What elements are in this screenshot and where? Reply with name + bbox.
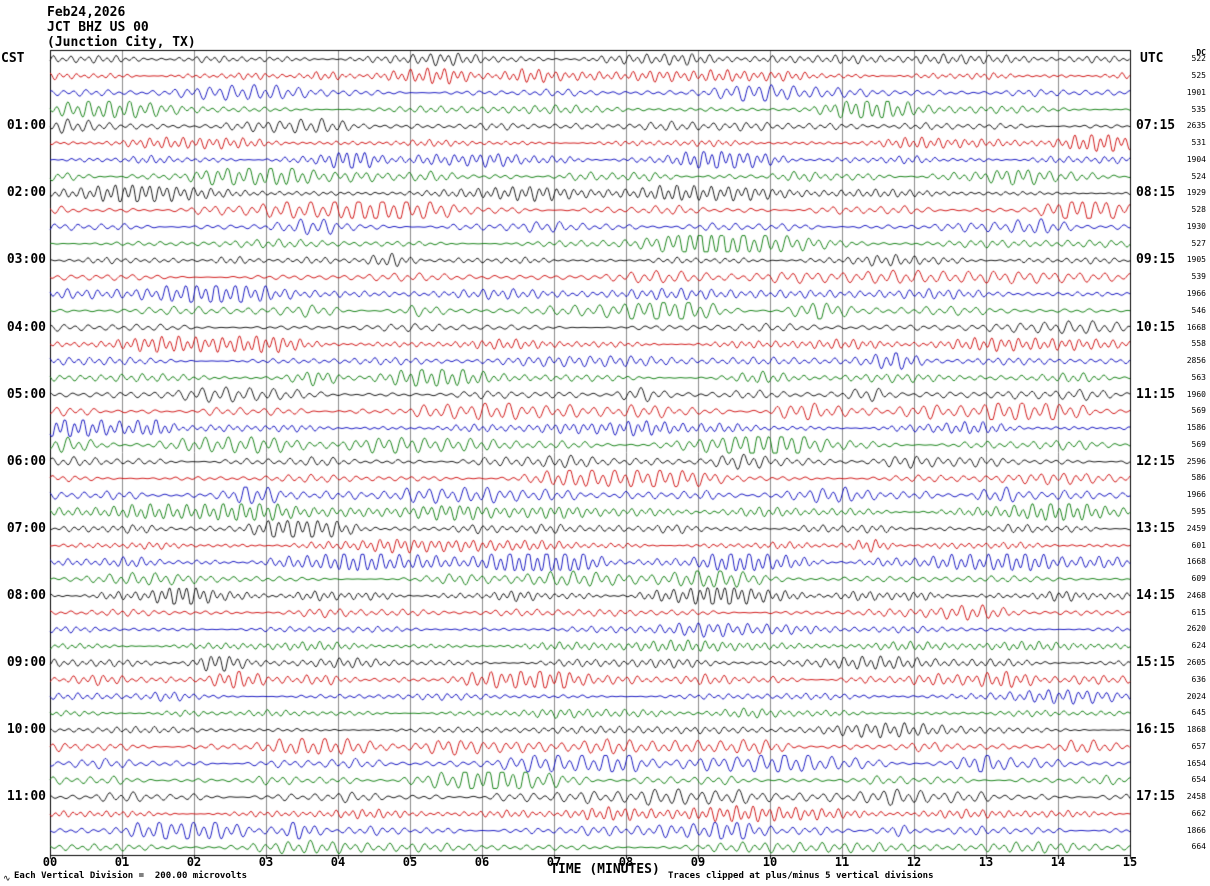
trace-dc-value: 528 xyxy=(1191,205,1206,215)
trace-dc-value: 524 xyxy=(1191,171,1206,181)
right-time-label: 16:15 xyxy=(1136,722,1176,738)
right-time-label: 15:15 xyxy=(1136,654,1176,670)
left-time-label: 01:00 xyxy=(6,118,46,134)
x-tick-label: 15 xyxy=(1122,855,1138,869)
left-time-label: 05:00 xyxy=(6,386,46,402)
left-time-label: 11:00 xyxy=(6,789,46,805)
right-time-label: 07:15 xyxy=(1136,118,1176,134)
footer-scale-note: Each Vertical Division = 200.00 microvol… xyxy=(14,871,247,881)
trace-dc-value: 645 xyxy=(1191,708,1206,718)
trace-dc-value: 664 xyxy=(1191,842,1206,852)
x-tick-label: 14 xyxy=(1050,855,1066,869)
dc-column-header: DC xyxy=(1196,48,1206,57)
trace-dc-value: 531 xyxy=(1191,138,1206,148)
x-axis-title: TIME (MINUTES) xyxy=(550,862,660,877)
x-tick-label: 02 xyxy=(186,855,202,869)
trace-dc-value: 1901 xyxy=(1186,87,1206,97)
trace-dc-value: 2468 xyxy=(1186,590,1206,600)
footer-clip-note: Traces clipped at plus/minus 5 vertical … xyxy=(668,871,934,881)
trace-dc-value: 563 xyxy=(1191,372,1206,382)
trace-dc-value: 527 xyxy=(1191,238,1206,248)
trace-dc-value: 2024 xyxy=(1186,691,1206,701)
trace-dc-value: 539 xyxy=(1191,272,1206,282)
trace-dc-value: 569 xyxy=(1191,439,1206,449)
trace-dc-value: 569 xyxy=(1191,406,1206,416)
title-place: (Junction City, TX) xyxy=(47,35,196,50)
trace-dc-value: 2856 xyxy=(1186,356,1206,366)
trace-dc-value: 558 xyxy=(1191,339,1206,349)
trace-dc-value: 1866 xyxy=(1186,825,1206,835)
left-axis-label: CST xyxy=(1,51,25,66)
title-date: Feb24,2026 xyxy=(47,5,126,20)
x-tick-label: 13 xyxy=(978,855,994,869)
left-time-label: 03:00 xyxy=(6,252,46,268)
right-time-label: 12:15 xyxy=(1136,453,1176,469)
trace-dc-value: 636 xyxy=(1191,674,1206,684)
trace-dc-value: 1966 xyxy=(1186,289,1206,299)
trace-dc-value: 1668 xyxy=(1186,322,1206,332)
title-station: JCT BHZ US 00 xyxy=(47,20,149,35)
trace-dc-value: 1930 xyxy=(1186,221,1206,231)
trace-dc-value: 1586 xyxy=(1186,423,1206,433)
trace-dc-value: 1654 xyxy=(1186,758,1206,768)
trace-dc-value: 654 xyxy=(1191,775,1206,785)
left-time-label: 04:00 xyxy=(6,319,46,335)
trace-dc-value: 586 xyxy=(1191,473,1206,483)
right-axis-label: UTC xyxy=(1140,51,1164,66)
left-time-label: 07:00 xyxy=(6,520,46,536)
x-tick-label: 08 xyxy=(618,855,634,869)
trace-dc-value: 525 xyxy=(1191,70,1206,80)
x-tick-label: 05 xyxy=(402,855,418,869)
trace-dc-value: 662 xyxy=(1191,808,1206,818)
right-time-label: 13:15 xyxy=(1136,520,1176,536)
trace-dc-value: 522 xyxy=(1191,54,1206,64)
trace-dc-value: 2605 xyxy=(1186,657,1206,667)
x-tick-label: 06 xyxy=(474,855,490,869)
right-time-label: 17:15 xyxy=(1136,789,1176,805)
right-time-label: 10:15 xyxy=(1136,319,1176,335)
trace-dc-value: 1960 xyxy=(1186,389,1206,399)
trace-dc-value: 2458 xyxy=(1186,792,1206,802)
trace-dc-value: 2635 xyxy=(1186,121,1206,131)
corner-wave-glyph: ∿ xyxy=(3,874,11,884)
trace-dc-value: 1929 xyxy=(1186,188,1206,198)
x-tick-label: 10 xyxy=(762,855,778,869)
x-tick-label: 03 xyxy=(258,855,274,869)
left-time-label: 08:00 xyxy=(6,587,46,603)
left-time-label: 09:00 xyxy=(6,654,46,670)
trace-dc-value: 609 xyxy=(1191,574,1206,584)
trace-dc-value: 2620 xyxy=(1186,624,1206,634)
trace-dc-value: 1905 xyxy=(1186,255,1206,265)
x-tick-label: 12 xyxy=(906,855,922,869)
trace-dc-value: 615 xyxy=(1191,607,1206,617)
trace-dc-value: 657 xyxy=(1191,741,1206,751)
trace-dc-value: 535 xyxy=(1191,104,1206,114)
x-tick-label: 11 xyxy=(834,855,850,869)
x-tick-label: 04 xyxy=(330,855,346,869)
trace-dc-value: 1668 xyxy=(1186,557,1206,567)
left-time-label: 06:00 xyxy=(6,453,46,469)
x-tick-label: 07 xyxy=(546,855,562,869)
right-time-label: 09:15 xyxy=(1136,252,1176,268)
trace-dc-value: 601 xyxy=(1191,540,1206,550)
right-time-label: 14:15 xyxy=(1136,587,1176,603)
trace-dc-value: 1904 xyxy=(1186,154,1206,164)
x-tick-label: 01 xyxy=(114,855,130,869)
trace-dc-value: 2596 xyxy=(1186,456,1206,466)
trace-dc-value: 2459 xyxy=(1186,523,1206,533)
trace-dc-value: 1966 xyxy=(1186,490,1206,500)
trace-dc-value: 1868 xyxy=(1186,725,1206,735)
x-tick-label: 09 xyxy=(690,855,706,869)
left-time-label: 10:00 xyxy=(6,722,46,738)
right-time-label: 11:15 xyxy=(1136,386,1176,402)
trace-dc-value: 595 xyxy=(1191,507,1206,517)
trace-dc-value: 624 xyxy=(1191,641,1206,651)
x-tick-label: 00 xyxy=(42,855,58,869)
trace-dc-value: 546 xyxy=(1191,305,1206,315)
left-time-label: 02:00 xyxy=(6,185,46,201)
right-time-label: 08:15 xyxy=(1136,185,1176,201)
